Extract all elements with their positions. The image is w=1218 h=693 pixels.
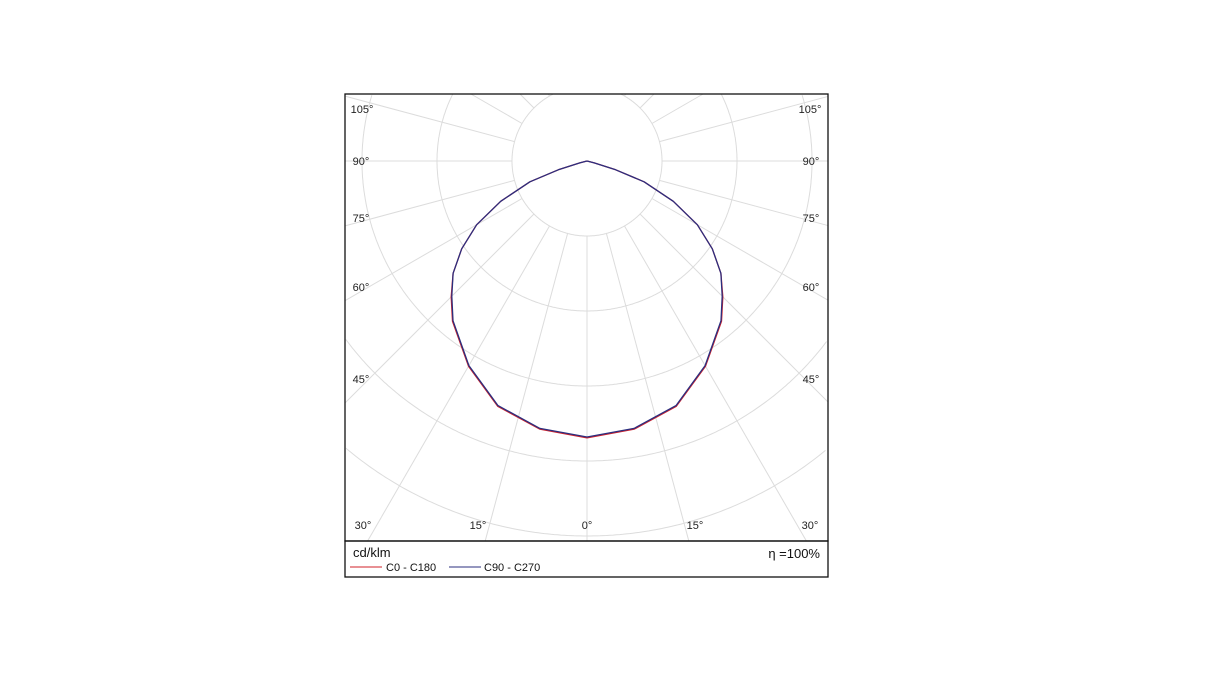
efficiency-label: η =100% xyxy=(768,546,820,561)
angle-tick-label: 15° xyxy=(687,520,704,532)
grid-ring xyxy=(345,447,587,537)
angle-tick-labels: 105° 90° 75° 60° 45° 105° 90° 75° 60° 45° 30° 15° 0°… xyxy=(351,104,822,532)
grid-spoke xyxy=(639,213,829,403)
legend-label-c0-c180: C0 - C180 xyxy=(386,562,436,574)
angle-tick-label: 45° xyxy=(353,374,370,386)
grid-spoke xyxy=(605,233,690,542)
series-curve-1 xyxy=(451,160,723,438)
grid-spoke xyxy=(659,95,829,143)
grid-spoke xyxy=(651,198,829,301)
angle-tick-label: 75° xyxy=(353,213,370,225)
angle-tick-label: 75° xyxy=(803,213,820,225)
angle-tick-label: 30° xyxy=(802,520,819,532)
legend-frame xyxy=(344,540,829,578)
grid-ring xyxy=(587,450,826,537)
angle-tick-label: 105° xyxy=(351,104,374,116)
grid-ring xyxy=(587,341,827,462)
grid-spoke xyxy=(344,95,515,143)
grid-spoke xyxy=(624,225,807,542)
grid-spoke xyxy=(651,93,704,124)
angle-tick-label: 60° xyxy=(353,282,370,294)
unit-label: cd/klm xyxy=(353,545,391,560)
grid-spoke xyxy=(344,198,523,302)
grid-ring xyxy=(511,93,587,237)
angle-tick-label: 0° xyxy=(582,520,593,532)
grid-ring xyxy=(436,93,587,312)
grid-spoke xyxy=(470,93,523,124)
angle-tick-label: 90° xyxy=(803,156,820,168)
angle-tick-label: 30° xyxy=(355,520,372,532)
grid-ring xyxy=(587,95,813,387)
grid-ring xyxy=(587,93,738,312)
angle-tick-label: 15° xyxy=(470,520,487,532)
grid-spoke xyxy=(344,179,515,227)
grid-spoke xyxy=(519,93,535,109)
grid-ring xyxy=(587,93,663,237)
grid-spoke xyxy=(367,225,550,542)
grid-spoke xyxy=(659,179,829,227)
angle-tick-label: 90° xyxy=(353,156,370,168)
grid-ring xyxy=(345,339,587,462)
angle-tick-label: 60° xyxy=(803,282,820,294)
intensity-curves xyxy=(450,160,724,439)
grid-ring xyxy=(361,95,587,387)
grid-spoke xyxy=(639,93,655,109)
legend-label-c90-c270: C90 - C270 xyxy=(484,562,540,574)
angle-tick-label: 45° xyxy=(803,374,820,386)
polar-grid xyxy=(344,93,829,542)
grid-spoke xyxy=(344,213,535,404)
grid-spoke xyxy=(484,233,569,542)
angle-tick-label: 105° xyxy=(799,104,822,116)
